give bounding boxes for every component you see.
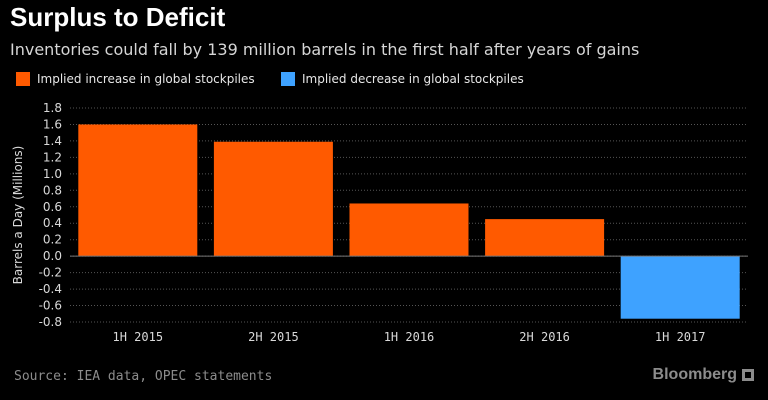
legend-item-increase: Implied increase in global stockpiles [16,72,255,86]
x-tick-label: 2H 2016 [519,330,570,344]
y-tick-label: 0.2 [43,233,62,247]
x-tick-label: 2H 2015 [248,330,299,344]
y-tick-label: 0.0 [43,249,62,263]
bar [78,124,198,257]
y-tick-label: -0.8 [39,315,62,329]
legend-swatch-increase [16,72,30,86]
y-axis-label: Barrels a Day (Millions) [11,146,25,285]
legend-item-decrease: Implied decrease in global stockpiles [281,72,524,86]
y-tick-label: 1.4 [43,134,62,148]
legend-label-decrease: Implied decrease in global stockpiles [302,72,524,86]
bar [620,256,740,319]
x-tick-label: 1H 2016 [384,330,435,344]
bar [349,203,469,257]
source-note: Source: IEA data, OPEC statements [14,369,273,384]
y-tick-label: -0.2 [39,266,62,280]
chart-subtitle: Inventories could fall by 139 million ba… [10,40,640,59]
brand-logo: Bloomberg [653,366,754,384]
y-tick-label: 1.0 [43,167,62,181]
bar [485,219,605,257]
y-tick-label: 1.2 [43,150,62,164]
bloomberg-terminal-icon [742,369,754,381]
y-tick-label: 1.8 [43,101,62,115]
x-tick-label: 1H 2015 [113,330,164,344]
y-tick-label: 0.4 [43,216,62,230]
legend-label-increase: Implied increase in global stockpiles [37,72,255,86]
brand-name: Bloomberg [652,366,737,383]
legend-swatch-decrease [281,72,295,86]
y-tick-label: -0.4 [39,282,62,296]
y-tick-label: -0.6 [39,299,62,313]
x-tick-label: 1H 2017 [655,330,706,344]
y-tick-label: 0.6 [43,200,62,214]
bar [213,141,333,257]
chart-title: Surplus to Deficit [10,2,226,32]
y-tick-label: 1.6 [43,117,62,131]
y-tick-label: 0.8 [43,183,62,197]
